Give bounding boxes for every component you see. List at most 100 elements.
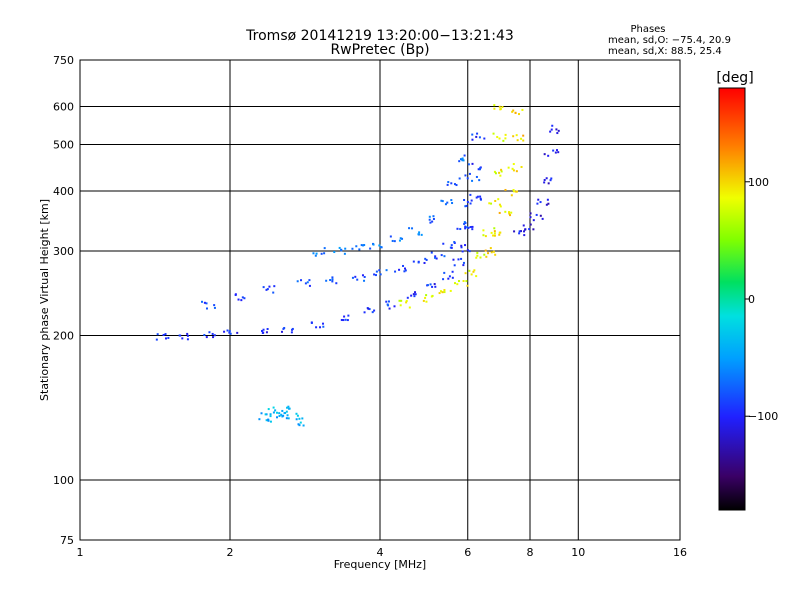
echo-point (358, 248, 361, 251)
echo-point (274, 409, 277, 412)
echo-point (329, 279, 332, 282)
echo-point (459, 158, 462, 161)
echo-point (412, 260, 415, 263)
echo-point (466, 177, 469, 180)
echo-point (262, 328, 265, 331)
echo-point (272, 411, 275, 414)
colorbar-label: [deg] (716, 70, 753, 86)
echo-point (450, 199, 453, 202)
echo-point (471, 228, 474, 231)
echo-point (408, 227, 411, 230)
echo-point (344, 318, 347, 321)
echo-point (493, 232, 496, 235)
echo-point (466, 201, 469, 204)
echo-point (272, 291, 275, 294)
echo-point (404, 269, 407, 272)
echo-point (264, 413, 267, 416)
echo-point (532, 219, 535, 222)
echo-point (479, 167, 482, 170)
echo-point (260, 412, 263, 415)
echo-point (539, 201, 542, 204)
echo-point (360, 244, 363, 247)
echo-point (278, 415, 281, 418)
echo-point (545, 177, 548, 180)
echo-point (543, 181, 546, 184)
echo-point (487, 252, 490, 255)
echo-point (477, 168, 480, 171)
echo-point (549, 130, 552, 133)
x-axis-label: Frequency [MHz] (334, 558, 426, 571)
echo-point (497, 198, 500, 201)
echo-point (494, 253, 497, 256)
echo-point (546, 198, 549, 201)
echo-point (288, 407, 291, 410)
echo-point (393, 305, 396, 308)
echo-point (333, 251, 336, 254)
echo-point (426, 284, 429, 287)
echo-point (464, 205, 467, 208)
echo-point (475, 275, 478, 278)
echo-point (276, 416, 279, 419)
echo-point (450, 182, 453, 185)
echo-point (492, 250, 495, 253)
echo-point (492, 234, 495, 237)
echo-point (547, 182, 550, 185)
echo-point (458, 177, 461, 180)
x-tick-label: 1 (77, 546, 84, 559)
echo-point (453, 183, 456, 186)
echo-point (276, 411, 279, 414)
echo-point (475, 175, 478, 178)
echo-point (298, 424, 301, 427)
echo-point (223, 330, 226, 333)
echo-points (155, 104, 560, 427)
echo-point (446, 183, 449, 186)
echo-point (518, 230, 521, 233)
echo-point (522, 224, 525, 227)
echo-point (547, 202, 550, 205)
echo-point (471, 225, 474, 228)
echo-point (405, 299, 408, 302)
echo-point (449, 289, 452, 292)
echo-point (325, 279, 328, 282)
echo-point (504, 188, 507, 191)
echo-point (482, 234, 485, 237)
echo-point (291, 327, 294, 330)
echo-point (490, 202, 493, 205)
echo-point (442, 242, 445, 245)
echo-point (410, 294, 413, 297)
echo-point (308, 279, 311, 282)
echo-point (156, 333, 159, 336)
echo-point (515, 134, 518, 137)
echo-point (494, 172, 497, 175)
echo-point (483, 253, 486, 256)
echo-point (435, 257, 438, 260)
echo-point (428, 218, 431, 221)
echo-point (464, 227, 467, 230)
colorbar-tick-label: 0 (748, 293, 755, 306)
echo-point (556, 132, 559, 135)
echo-point (379, 273, 382, 276)
echo-point (346, 319, 349, 322)
echo-point (464, 174, 467, 177)
echo-point (351, 276, 354, 279)
echo-point (265, 288, 268, 291)
echo-point (461, 250, 464, 253)
echo-point (286, 406, 289, 409)
echo-point (310, 321, 313, 324)
echo-point (267, 419, 270, 422)
echo-point (434, 256, 437, 259)
echo-point (186, 334, 189, 337)
echo-point (557, 129, 560, 132)
echo-point (541, 217, 544, 220)
echo-point (399, 304, 402, 307)
echo-point (164, 337, 167, 340)
echo-point (319, 326, 322, 329)
echo-point (374, 274, 377, 277)
echo-point (372, 243, 375, 246)
echo-point (424, 257, 427, 260)
echo-point (543, 178, 546, 181)
echo-point (482, 229, 485, 232)
echo-point (262, 286, 265, 289)
echo-point (451, 276, 454, 279)
echo-point (408, 306, 411, 309)
